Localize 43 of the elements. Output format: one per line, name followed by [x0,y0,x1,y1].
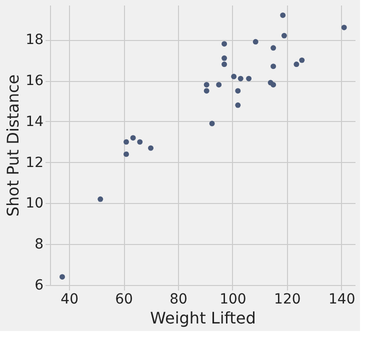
point [235,102,241,108]
x-tick-label: 120 [274,292,301,308]
point [238,76,244,82]
point [235,88,241,94]
point [137,139,143,145]
point [60,274,65,280]
point [231,74,237,80]
point [222,55,228,61]
x-tick-label: 140 [328,292,356,308]
point [222,62,228,68]
point [294,62,300,68]
point [98,196,104,202]
point [124,139,129,145]
x-tick-label: 40 [60,292,78,308]
point [341,24,347,30]
point [299,57,305,63]
point [124,151,129,157]
point [270,64,276,70]
y-tick-label: 6 [34,278,44,294]
point [280,12,286,18]
y-tick-label: 8 [34,236,44,253]
point [209,120,215,126]
point [216,82,222,88]
point [281,32,287,38]
point [222,41,228,47]
y-tick-label: 16 [26,73,44,90]
y-tick-label: 10 [26,196,44,212]
y-tick-label: 12 [26,154,44,171]
x-axis-title: Weight Lifted [150,308,256,328]
point [204,88,210,94]
point [270,82,276,88]
point [246,76,252,82]
point [252,39,258,45]
x-tick-label: 80 [170,292,188,308]
x-tick-label: 60 [115,292,133,308]
point [148,145,154,151]
y-tick-label: 18 [26,32,44,48]
y-axis-title: Shot Put Distance [4,74,23,217]
point [130,135,136,141]
y-tick-label: 14 [26,114,44,130]
point [270,45,276,51]
point [204,82,210,88]
x-tick-label: 100 [220,292,246,308]
